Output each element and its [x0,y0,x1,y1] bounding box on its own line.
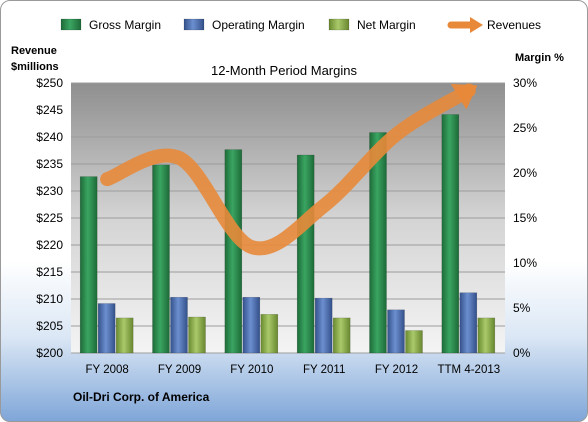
revenues-legend-arrow [470,17,483,33]
right-tick-label: 25% [513,121,537,135]
left-tick-label: $250 [36,76,63,90]
x-tick-label: FY 2011 [303,364,345,376]
gross-margin-bar [224,149,243,354]
source-label: Oil-Dri Corp. of America [73,390,210,404]
gross-margin-bar [369,132,387,354]
right-tick-label: 20% [513,166,537,180]
operating-margin-legend-swatch [183,18,205,31]
left-tick-label: $245 [36,103,63,117]
operating-margin-bar [242,296,261,354]
x-tick-label: FY 2010 [230,364,273,376]
right-axis-label: Margin % [515,52,564,64]
right-tick-label: 5% [513,301,531,315]
left-tick-label: $225 [36,211,63,225]
revenues-legend-label: Revenues [487,18,541,32]
left-axis-label-line2: $millions [11,61,59,73]
operating-margin-bar [97,303,116,354]
net-margin-bar [477,317,496,354]
legend: Gross Margin Operating Margin Net Margin Re… [60,17,541,33]
operating-margin-legend-label: Operating Margin [212,18,305,32]
left-tick-label: $200 [36,346,63,360]
right-tick-label: 30% [513,76,537,90]
revenue-curve [100,83,476,256]
x-tick-label: TTM 4-2013 [438,364,501,376]
operating-margin-bar [314,297,333,354]
left-tick-label: $210 [36,292,63,306]
left-tick-label: $205 [36,319,63,333]
right-tick-label: 10% [513,256,537,270]
right-tick-label: 0% [513,346,531,360]
gross-margin-bar [441,114,460,354]
left-tick-label: $215 [36,265,63,279]
chart-title: 12-Month Period Margins [211,63,357,78]
net-margin-bar [332,317,351,354]
left-tick-label: $230 [36,184,63,198]
x-axis-ticks: FY 2008 FY 2009 FY 2010 FY 2011 FY 2012 TTM 4… [86,364,501,376]
net-margin-legend-swatch [328,18,350,31]
operating-margin-bar [170,296,188,354]
gross-margin-bar [296,154,315,354]
gross-margin-legend-label: Gross Margin [89,18,161,32]
net-margin-bar [260,314,279,354]
net-margin-bar [115,317,134,354]
x-tick-label: FY 2009 [158,364,201,376]
right-tick-label: 15% [513,211,537,225]
left-tick-label: $235 [36,157,63,171]
net-margin-legend-label: Net Margin [357,18,416,32]
x-tick-label: FY 2012 [375,364,418,376]
left-tick-label: $240 [36,130,63,144]
gross-margin-bar [79,176,98,354]
revenue-arrowhead [450,83,478,110]
x-tick-label: FY 2008 [86,364,129,376]
left-axis-ticks: $200 $205 $210 $215 $220 $225 $230 $235 $240 $245… [36,76,63,360]
net-margin-bar [188,316,206,354]
left-axis-label-line1: Revenue [11,45,57,57]
gross-margin-legend-swatch [60,18,82,31]
revenue-line [100,83,478,256]
right-axis-ticks: 0% 5% 10% 15% 20% 25% 30% [513,76,537,360]
bars [79,114,496,354]
net-margin-bar [405,330,423,354]
operating-margin-bar [387,309,405,354]
operating-margin-bar [459,292,478,354]
left-tick-label: $220 [36,238,63,252]
gross-margin-bar [152,164,170,354]
